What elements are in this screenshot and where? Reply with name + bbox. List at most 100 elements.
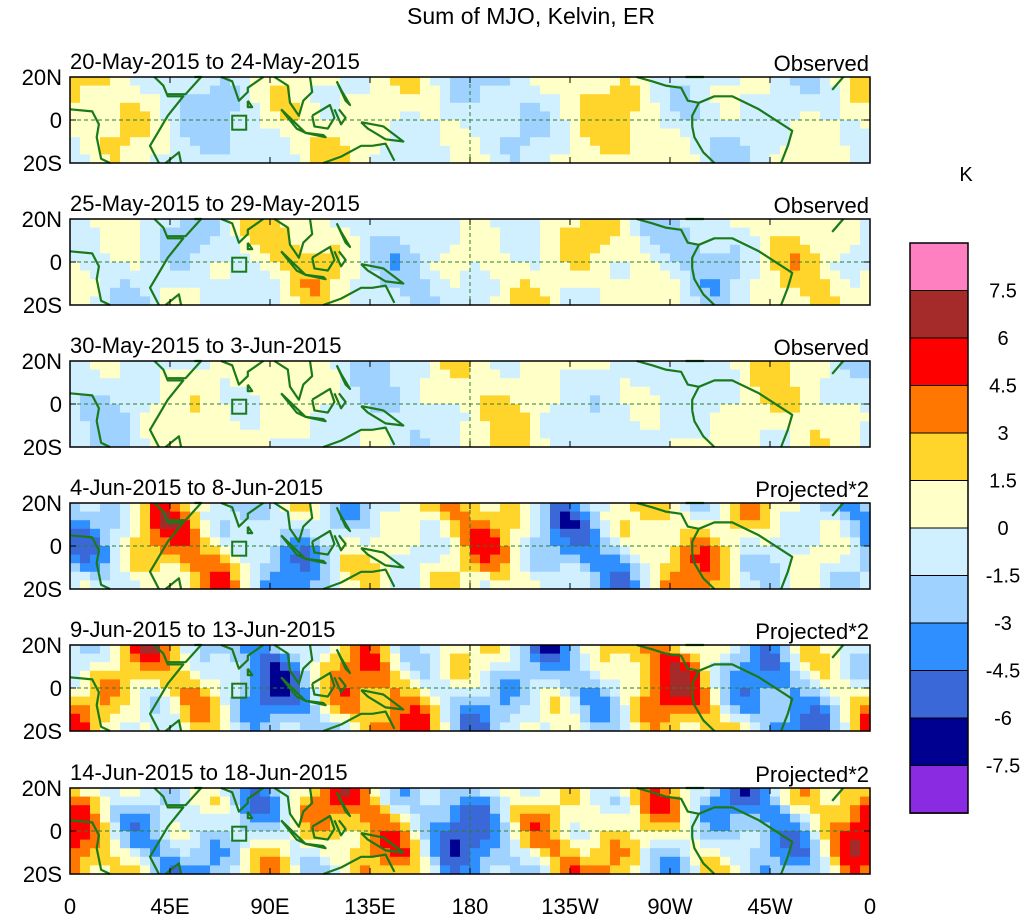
heatmap-cell: [180, 219, 191, 229]
heatmap-cell: [790, 662, 801, 672]
heatmap-cell: [510, 94, 521, 104]
heatmap-cell: [510, 253, 521, 263]
heatmap-cell: [670, 831, 681, 841]
heatmap-cell: [350, 404, 361, 414]
heatmap-cell: [170, 796, 181, 806]
heatmap-cell: [560, 412, 571, 422]
heatmap-cell: [850, 395, 861, 405]
heatmap-cell: [800, 279, 811, 289]
heatmap-cell: [500, 856, 511, 866]
heatmap-cell: [470, 361, 481, 371]
heatmap-cell: [380, 813, 391, 823]
heatmap-cell: [800, 528, 811, 538]
heatmap-cell: [220, 85, 231, 95]
heatmap-cell: [190, 696, 201, 706]
heatmap-cell: [800, 796, 811, 806]
heatmap-cell: [640, 296, 651, 306]
heatmap-cell: [180, 262, 191, 272]
heatmap-cell: [460, 85, 471, 95]
heatmap-cell: [740, 831, 751, 841]
heatmap-cell: [330, 378, 341, 388]
heatmap-cell: [120, 296, 131, 306]
heatmap-cell: [220, 395, 231, 405]
heatmap-cell: [740, 653, 751, 663]
heatmap-cell: [360, 722, 371, 732]
heatmap-cell: [200, 679, 211, 689]
heatmap-cell: [360, 813, 371, 823]
heatmap-cell: [630, 722, 641, 732]
heatmap-cell: [300, 688, 311, 698]
heatmap-cell: [310, 386, 321, 396]
heatmap-cell: [670, 219, 681, 229]
heatmap-cell: [860, 688, 871, 698]
heatmap-cell: [770, 696, 781, 706]
heatmap-cell: [850, 503, 861, 513]
heatmap-cell: [400, 511, 411, 521]
heatmap-cell: [850, 77, 861, 87]
heatmap-cell: [140, 412, 151, 422]
heatmap-cell: [720, 788, 731, 798]
heatmap-cell: [250, 262, 261, 272]
heatmap-cell: [660, 653, 671, 663]
heatmap-cell: [600, 145, 611, 155]
heatmap-cell: [210, 429, 221, 439]
heatmap-cell: [810, 705, 821, 715]
heatmap-cell: [80, 511, 91, 521]
heatmap-cell: [210, 839, 221, 849]
heatmap-cell: [780, 270, 791, 280]
heatmap-cell: [610, 688, 621, 698]
heatmap-cell: [150, 831, 161, 841]
heatmap-cell: [100, 404, 111, 414]
heatmap-cell: [540, 429, 551, 439]
heatmap-cell: [310, 219, 321, 229]
heatmap-cell: [200, 137, 211, 147]
heatmap-cell: [620, 77, 631, 87]
heatmap-cell: [610, 287, 621, 297]
heatmap-cell: [570, 253, 581, 263]
heatmap-cell: [480, 85, 491, 95]
heatmap-cell: [540, 580, 551, 590]
heatmap-cell: [460, 429, 471, 439]
heatmap-cell: [780, 102, 791, 112]
heatmap-cell: [770, 253, 781, 263]
heatmap-cell: [160, 546, 171, 556]
heatmap-cell: [700, 404, 711, 414]
heatmap-cell: [70, 279, 81, 289]
heatmap-cell: [670, 429, 681, 439]
heatmap-cell: [720, 395, 731, 405]
heatmap-cell: [140, 670, 151, 680]
heatmap-cell: [90, 287, 101, 297]
heatmap-cell: [210, 361, 221, 371]
heatmap-cell: [400, 253, 411, 263]
heatmap-cell: [360, 679, 371, 689]
heatmap-cell: [410, 848, 421, 858]
heatmap-cell: [610, 219, 621, 229]
heatmap-cell: [450, 404, 461, 414]
heatmap-cell: [700, 145, 711, 155]
heatmap-cell: [500, 839, 511, 849]
heatmap-cell: [100, 120, 111, 130]
heatmap-cell: [450, 705, 461, 715]
heatmap-cell: [620, 839, 631, 849]
heatmap-cell: [370, 395, 381, 405]
heatmap-cell: [130, 696, 141, 706]
heatmap-cell: [520, 856, 531, 866]
heatmap-cell: [460, 813, 471, 823]
heatmap-cell: [170, 645, 181, 655]
heatmap-cell: [200, 412, 211, 422]
heatmap-cell: [710, 722, 721, 732]
heatmap-cell: [190, 262, 201, 272]
heatmap-cell: [850, 580, 861, 590]
heatmap-cell: [130, 296, 141, 306]
heatmap-cell: [830, 679, 841, 689]
heatmap-cell: [480, 705, 491, 715]
heatmap-cell: [620, 813, 631, 823]
heatmap-cell: [200, 85, 211, 95]
heatmap-cell: [390, 705, 401, 715]
heatmap-cell: [330, 386, 341, 396]
heatmap-cell: [570, 688, 581, 698]
heatmap-cell: [850, 645, 861, 655]
heatmap-cell: [600, 645, 611, 655]
heatmap-cell: [540, 528, 551, 538]
heatmap-cell: [560, 670, 571, 680]
